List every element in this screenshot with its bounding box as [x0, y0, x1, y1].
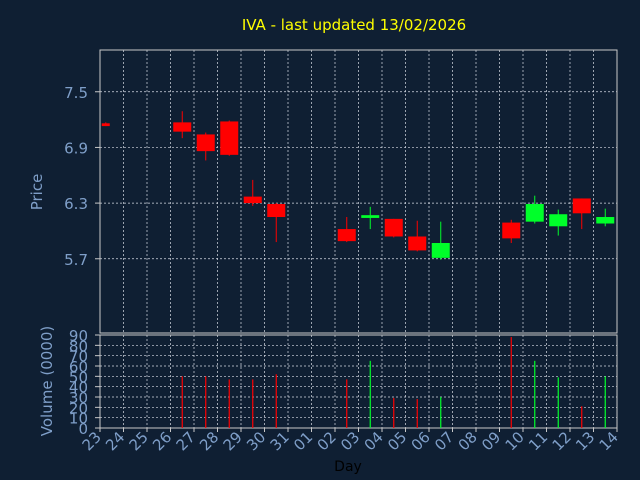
price-plot-border — [99, 49, 618, 334]
candle-body — [337, 229, 356, 242]
x-tick-label: 10 — [502, 428, 528, 454]
x-tick-label: 04 — [361, 428, 387, 454]
x-axis-label: Day — [334, 459, 362, 475]
x-tick-label: 09 — [478, 428, 504, 454]
candle — [525, 195, 544, 224]
price-panel: 5.7 6.3 6.9 7.5 — [64, 49, 618, 334]
volume-tick-label: 10 — [69, 410, 88, 428]
x-tick-label: 31 — [267, 428, 293, 454]
volume-tick-label: 40 — [69, 379, 88, 397]
x-tick-label: 05 — [384, 428, 410, 454]
x-tick-label: 30 — [243, 428, 269, 454]
candle-body — [361, 215, 380, 218]
x-tick-label: 07 — [431, 428, 457, 454]
candle — [596, 208, 615, 227]
x-axis: 2324252627282930310102030405060708091011… — [79, 428, 622, 454]
x-tick-label: 01 — [290, 428, 316, 454]
x-tick-label: 03 — [337, 428, 363, 454]
candle — [384, 218, 403, 238]
candle-body — [267, 204, 286, 218]
candle — [337, 217, 356, 243]
candle-body — [596, 217, 615, 224]
candle — [173, 111, 192, 139]
volume-tick-label: 80 — [69, 337, 88, 355]
price-tick-label: 7.5 — [64, 84, 88, 102]
candle-body — [431, 242, 450, 258]
candle-body — [502, 222, 521, 239]
candle — [431, 221, 450, 260]
chart-title: IVA - last updated 13/02/2026 — [242, 16, 466, 34]
candle — [408, 220, 427, 252]
volume-axis-label: Volume (0000) — [38, 326, 56, 436]
volume-tick-label: 50 — [69, 368, 88, 386]
volume-tick-label: 90 — [69, 327, 88, 345]
x-tick-label: 29 — [220, 428, 246, 454]
candle — [572, 198, 591, 230]
x-tick-label: 11 — [525, 428, 551, 454]
candle-body — [408, 236, 427, 251]
candle-body — [220, 121, 239, 155]
x-tick-label: 02 — [314, 428, 340, 454]
candle — [243, 179, 262, 206]
candle-body — [525, 204, 544, 222]
x-tick-label: 06 — [408, 428, 434, 454]
candle — [220, 120, 239, 156]
volume-tick-label: 60 — [69, 358, 88, 376]
candle-body — [243, 196, 262, 204]
price-tick-label: 5.7 — [64, 251, 88, 269]
volume-tick-label: 0 — [78, 420, 88, 438]
x-tick-label: 26 — [149, 428, 175, 454]
candle-body — [384, 218, 403, 237]
candle — [361, 206, 380, 230]
candle-body — [101, 123, 110, 127]
candle-body — [572, 198, 591, 214]
x-tick-label: 25 — [126, 428, 152, 454]
x-tick-label: 27 — [173, 428, 199, 454]
x-tick-label: 12 — [549, 428, 575, 454]
candle — [267, 203, 286, 243]
volume-tick-label: 30 — [69, 389, 88, 407]
volume-tick-label: 20 — [69, 399, 88, 417]
price-tick-label: 6.3 — [64, 195, 88, 213]
volume-tick-label: 70 — [69, 348, 88, 366]
x-tick-label: 28 — [196, 428, 222, 454]
candle — [196, 132, 215, 161]
candle-body — [549, 214, 568, 227]
price-axis-label: Price — [28, 174, 46, 211]
x-tick-label: 14 — [596, 428, 622, 454]
x-tick-label: 08 — [455, 428, 481, 454]
candle-body — [196, 134, 215, 152]
candle — [549, 209, 568, 236]
price-tick-label: 6.9 — [64, 139, 88, 157]
candle-body — [173, 122, 192, 132]
candle — [502, 219, 521, 243]
x-tick-label: 13 — [572, 428, 598, 454]
x-tick-label: 24 — [102, 428, 128, 454]
candle — [101, 122, 110, 127]
